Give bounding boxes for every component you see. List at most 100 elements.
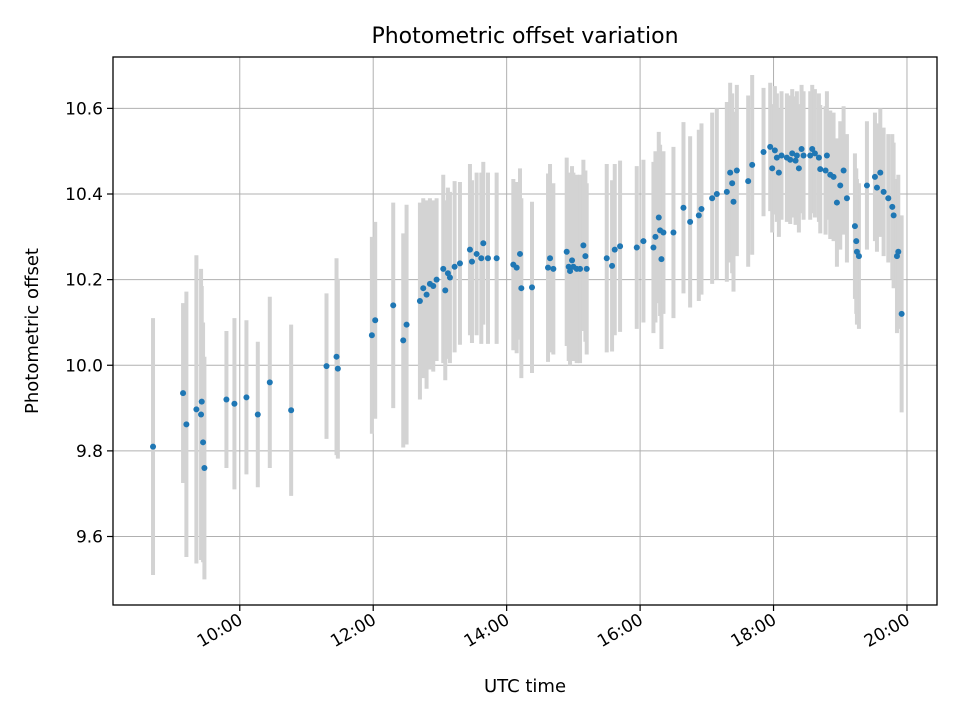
data-point: [811, 150, 818, 157]
data-point: [745, 178, 752, 185]
data-point: [516, 250, 523, 257]
data-point: [727, 169, 734, 176]
data-point: [611, 246, 618, 253]
data-point: [698, 205, 705, 212]
data-point: [823, 152, 830, 159]
data-point: [433, 276, 440, 283]
y-tick-label: 9.8: [76, 442, 103, 462]
data-point: [853, 248, 860, 255]
data-point: [793, 152, 800, 159]
data-point: [837, 182, 844, 189]
error-bars: [151, 74, 904, 580]
data-point: [323, 363, 330, 370]
data-point: [771, 147, 778, 154]
data-point: [420, 285, 427, 292]
data-point: [545, 264, 552, 271]
data-point: [442, 287, 449, 294]
data-point: [655, 214, 662, 221]
data-point: [334, 365, 341, 372]
data-point: [822, 167, 829, 174]
data-point: [798, 146, 805, 153]
data-point: [800, 152, 807, 159]
data-point: [183, 421, 190, 428]
data-point: [468, 258, 475, 265]
data-point: [583, 265, 590, 272]
data-point: [749, 161, 756, 168]
data-point: [640, 238, 647, 245]
data-point: [760, 149, 767, 156]
y-tick-label: 10.4: [65, 185, 103, 205]
data-point: [890, 212, 897, 219]
data-point: [687, 218, 694, 225]
data-point: [254, 411, 261, 418]
data-point: [773, 154, 780, 161]
data-point: [416, 298, 423, 305]
x-axis-label: UTC time: [484, 676, 566, 697]
data-points: [150, 143, 905, 471]
data-point: [733, 167, 740, 174]
chart-title: Photometric offset variation: [371, 24, 678, 49]
data-point: [769, 165, 776, 172]
data-point: [198, 411, 205, 418]
data-point: [809, 146, 816, 153]
data-point: [792, 157, 799, 164]
data-point: [193, 406, 200, 413]
y-tick-label: 10.6: [65, 99, 103, 119]
data-point: [150, 443, 157, 450]
data-point: [695, 212, 702, 219]
data-point: [201, 465, 208, 471]
data-point: [231, 400, 238, 407]
data-point: [795, 165, 802, 172]
y-axis-ticks: 9.6 9.8 10.0 10.2 10.4 10.6: [65, 99, 113, 548]
data-point: [723, 188, 730, 195]
data-point: [807, 152, 814, 159]
data-point: [815, 154, 822, 161]
data-point: [880, 188, 887, 195]
data-point: [617, 243, 624, 250]
x-axis-ticks: 10:00 12:00 14:00 16:00 18:00 20:00: [194, 605, 913, 652]
data-point: [853, 238, 860, 245]
data-point: [518, 285, 525, 292]
data-point: [877, 169, 884, 176]
x-tick-label: 16:00: [594, 610, 646, 652]
data-point: [889, 203, 896, 210]
data-point: [430, 283, 437, 290]
data-point: [423, 291, 430, 298]
x-tick-label: 12:00: [327, 610, 379, 652]
data-point: [493, 255, 500, 262]
x-tick-label: 18:00: [728, 610, 780, 652]
data-point: [180, 390, 187, 397]
data-point: [580, 242, 587, 249]
data-point: [778, 152, 785, 159]
data-point: [567, 268, 574, 275]
data-point: [243, 394, 250, 401]
y-tick-label: 9.6: [76, 528, 103, 548]
x-tick-label: 14:00: [461, 610, 513, 652]
data-point: [569, 257, 576, 264]
data-point: [446, 274, 453, 281]
y-tick-label: 10.2: [65, 271, 103, 291]
data-point: [650, 244, 657, 251]
data-point: [333, 353, 340, 360]
data-point: [368, 332, 375, 339]
data-point: [670, 229, 677, 236]
data-point: [863, 182, 870, 189]
data-point: [603, 255, 610, 262]
data-point: [843, 195, 850, 202]
data-point: [680, 204, 687, 211]
data-point: [478, 255, 485, 262]
data-point: [456, 260, 463, 267]
data-point: [266, 379, 273, 386]
plot-frame: [112, 56, 938, 606]
data-point: [873, 184, 880, 191]
data-point: [833, 199, 840, 206]
data-point: [390, 302, 397, 309]
data-point: [582, 253, 589, 260]
data-point: [609, 262, 616, 269]
data-point: [223, 396, 230, 403]
data-point: [577, 265, 584, 272]
data-point: [480, 240, 487, 247]
x-tick-label: 20:00: [861, 610, 913, 652]
data-point: [652, 233, 659, 240]
